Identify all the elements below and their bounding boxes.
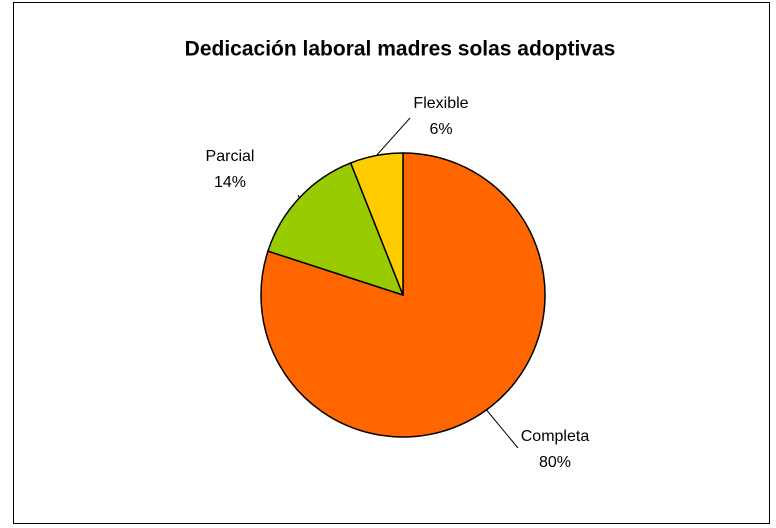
category-label: Flexible	[413, 95, 468, 112]
category-label: Completa	[521, 428, 590, 445]
value-label: 6%	[429, 121, 452, 138]
value-label: 14%	[214, 174, 246, 191]
chart-title: Dedicación laboral madres solas adoptiva…	[185, 38, 616, 61]
category-label: Parcial	[206, 148, 255, 165]
pie-slice	[349, 152, 404, 296]
value-label: 80%	[539, 454, 571, 471]
pie-slice	[267, 161, 405, 297]
leader-line	[297, 194, 300, 199]
leader-line	[486, 409, 519, 449]
leader-line	[376, 117, 411, 156]
